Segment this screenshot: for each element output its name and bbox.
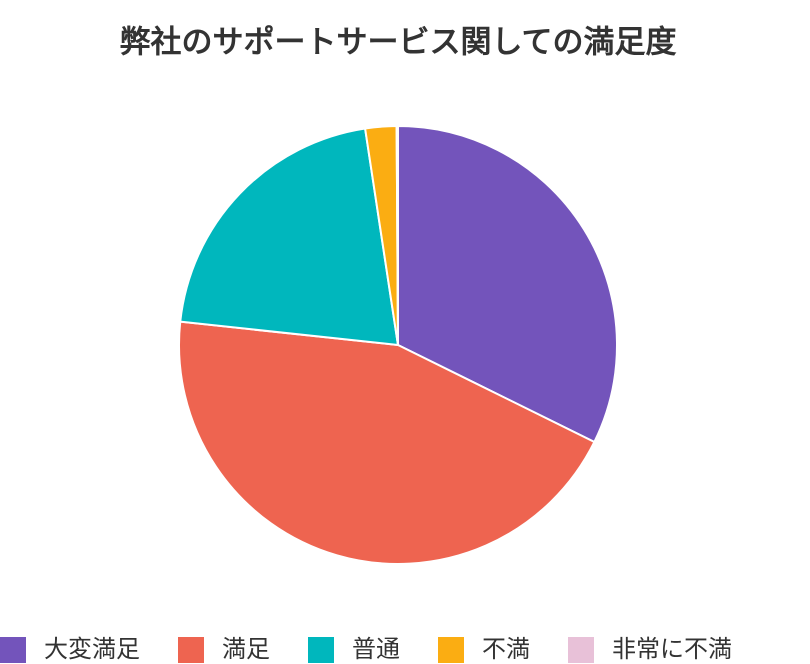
legend-label: 普通 [352, 635, 400, 663]
legend-swatch [178, 637, 204, 663]
pie-slice [179, 127, 400, 347]
chart-title: 弊社のサポートサービス関しての満足度 [119, 25, 676, 61]
legend-label: 非常に不満 [612, 635, 732, 663]
pie-slice [397, 124, 618, 444]
legend-swatch [438, 637, 464, 663]
legend-swatch [308, 637, 334, 663]
legend-swatch [0, 637, 26, 663]
pie-slice [395, 124, 399, 346]
pie-slice [178, 320, 596, 565]
legend-label: 満足 [222, 635, 270, 663]
legend-label: 不満 [482, 635, 530, 663]
legend-label: 大変満足 [44, 635, 140, 663]
legend-swatch [568, 637, 594, 663]
